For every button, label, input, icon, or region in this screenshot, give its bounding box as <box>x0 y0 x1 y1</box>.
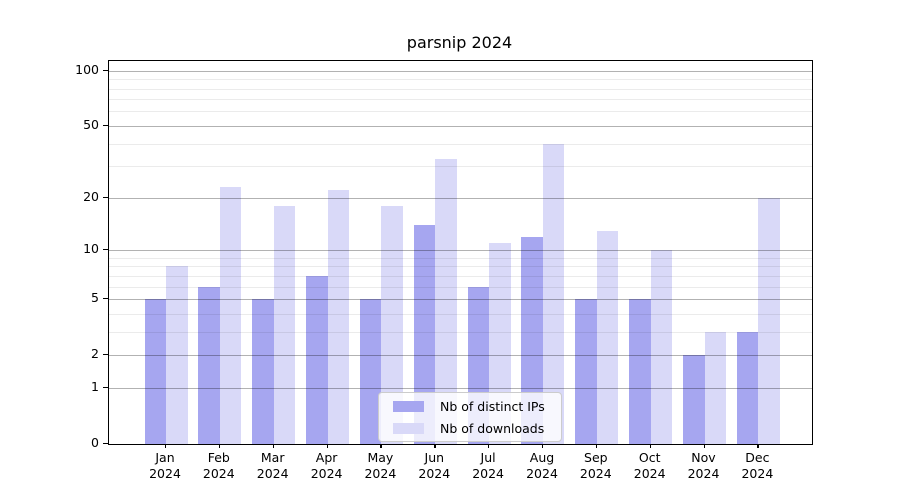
minor-gridline <box>109 79 812 81</box>
bar-distinct-ips-may <box>359 299 382 444</box>
major-gridline <box>109 70 812 72</box>
bar-distinct-ips-sep <box>575 299 597 444</box>
y-tick-label: 100 <box>75 61 99 77</box>
minor-gridline <box>109 99 812 101</box>
y-tick-label: 5 <box>91 290 99 305</box>
x-tick-label: Oct 2024 <box>633 450 666 481</box>
legend-row-downloads: Nb of downloads <box>387 419 553 437</box>
x-tick <box>703 444 705 448</box>
x-tick-label: Nov 2024 <box>687 450 720 481</box>
minor-gridline <box>109 313 812 315</box>
minor-gridline <box>109 275 812 277</box>
y-tick-label: 0 <box>91 435 99 450</box>
legend-label-downloads: Nb of downloads <box>440 420 545 436</box>
y-tick-label: 50 <box>83 116 99 132</box>
bar-downloads-may <box>381 205 403 444</box>
x-tick <box>649 444 652 448</box>
major-gridline <box>109 299 812 300</box>
x-tick-label: Mar 2024 <box>256 450 289 481</box>
x-tick <box>542 444 544 448</box>
minor-gridline <box>109 286 812 288</box>
minor-gridline <box>109 257 812 259</box>
bar-downloads-jan <box>166 266 188 444</box>
bar-downloads-aug <box>542 143 565 444</box>
y-tick <box>103 386 108 389</box>
x-tick-label: Sep 2024 <box>579 450 612 481</box>
y-tick <box>103 124 108 127</box>
chart-title: parsnip 2024 <box>406 33 513 52</box>
x-tick-label: Jul 2024 <box>472 450 504 481</box>
legend-row-distinct-ips: Nb of distinct IPs <box>387 397 553 415</box>
minor-gridline <box>109 111 812 113</box>
x-tick-label: Jun 2024 <box>418 450 451 481</box>
bar-downloads-mar <box>273 205 296 444</box>
bar-distinct-ips-apr <box>306 275 328 444</box>
y-tick <box>103 443 108 445</box>
grid-layer <box>109 61 812 444</box>
y-tick-label: 1 <box>91 378 99 394</box>
x-tick <box>326 444 328 448</box>
bar-downloads-dec <box>758 197 780 444</box>
y-tick <box>103 196 108 199</box>
minor-gridline <box>109 143 812 145</box>
x-tick <box>757 444 759 448</box>
minor-gridline <box>109 88 812 90</box>
x-tick <box>595 444 598 448</box>
minor-gridline <box>109 331 812 333</box>
x-tick-label: Jan 2024 <box>149 450 181 481</box>
major-gridline <box>109 125 812 127</box>
y-tick-label: 2 <box>91 346 99 362</box>
bar-distinct-ips-jan <box>144 299 166 444</box>
legend: Nb of distinct IPs Nb of downloads <box>378 392 562 442</box>
bar-distinct-ips-mar <box>252 299 274 444</box>
x-tick-label: Dec 2024 <box>741 450 774 481</box>
x-tick-label: May 2024 <box>364 450 397 481</box>
y-tick-label: 10 <box>83 241 99 256</box>
x-tick-label: Feb 2024 <box>202 450 235 481</box>
bar-downloads-feb <box>219 186 242 444</box>
bar-downloads-apr <box>327 190 350 444</box>
x-tick <box>380 444 382 448</box>
x-tick <box>272 444 275 448</box>
x-tick <box>165 444 167 448</box>
y-tick <box>103 298 108 300</box>
major-gridline <box>109 355 812 357</box>
major-gridline <box>109 250 812 251</box>
minor-gridline <box>109 166 812 168</box>
y-tick <box>103 354 108 356</box>
legend-swatch-distinct-ips <box>393 400 424 412</box>
bar-downloads-jun <box>435 158 457 444</box>
bar-distinct-ips-nov <box>683 355 705 444</box>
x-tick-label: Aug 2024 <box>526 450 558 481</box>
bar-distinct-ips-oct <box>629 299 651 444</box>
y-tick-label: 20 <box>83 188 99 204</box>
x-tick <box>218 444 221 448</box>
minor-gridline <box>109 266 812 268</box>
plot-area <box>108 60 813 445</box>
x-tick <box>434 444 436 448</box>
bar-distinct-ips-feb <box>198 286 220 444</box>
bar-distinct-ips-dec <box>736 331 759 444</box>
x-tick <box>488 444 490 448</box>
legend-swatch-downloads <box>393 422 424 434</box>
x-tick-label: Apr 2024 <box>310 450 343 481</box>
y-tick <box>103 69 108 71</box>
bar-downloads-sep <box>596 230 619 444</box>
bar-distinct-ips-jun <box>413 224 436 444</box>
y-tick <box>103 249 108 251</box>
bar-downloads-oct <box>650 250 673 444</box>
major-gridline <box>109 197 812 199</box>
bar-downloads-nov <box>704 331 726 444</box>
legend-label-distinct-ips: Nb of distinct IPs <box>440 398 545 414</box>
major-gridline <box>109 387 812 389</box>
